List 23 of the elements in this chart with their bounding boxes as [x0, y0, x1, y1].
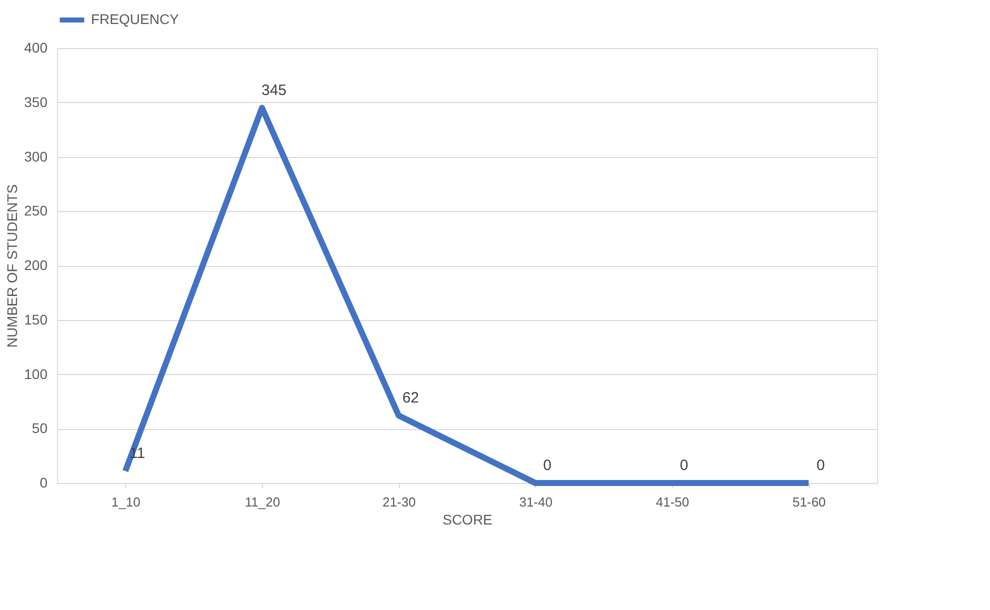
- y-tick-label: 250: [24, 202, 48, 219]
- x-axis-title: SCORE: [442, 512, 492, 528]
- data-label: 0: [680, 457, 688, 474]
- y-tick-label: 200: [24, 257, 48, 273]
- data-label: 345: [261, 82, 287, 99]
- y-tick-label: 0: [40, 474, 48, 490]
- x-tick-label: 41-50: [656, 494, 690, 510]
- y-tick-label: 400: [24, 40, 48, 56]
- data-label: 62: [402, 390, 420, 407]
- data-label: 0: [816, 457, 825, 474]
- y-tick-label: 350: [24, 94, 48, 110]
- x-tick-label: 31-40: [519, 494, 552, 510]
- x-tick-label: 21-30: [382, 494, 416, 510]
- x-tick-label: 11_20: [244, 494, 280, 510]
- data-label: 0: [543, 457, 552, 474]
- y-tick-label: 300: [24, 148, 48, 164]
- y-tick-label: 50: [32, 420, 48, 436]
- y-axis-title: NUMBER OF STUDENTS: [4, 184, 20, 348]
- x-tick-label: 51-60: [792, 494, 826, 510]
- y-tick-label: 150: [24, 311, 48, 328]
- legend-label: FREQUENCY: [91, 11, 180, 27]
- x-tick-label: 1_10: [111, 494, 140, 510]
- y-tick-label: 100: [24, 366, 48, 382]
